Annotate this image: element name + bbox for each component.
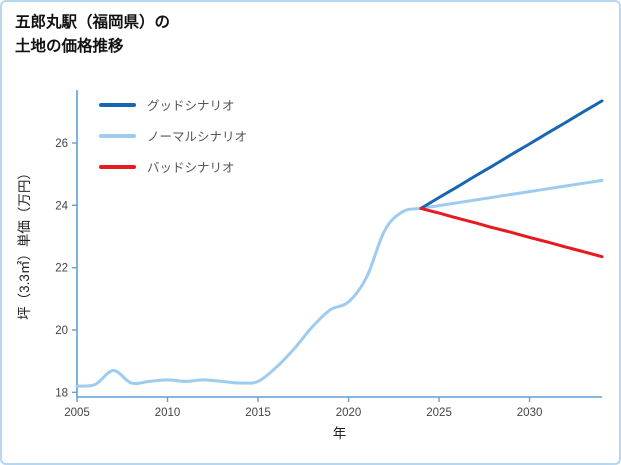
x-tick-label: 2015 (245, 407, 271, 419)
x-tick-label: 2010 (155, 407, 181, 419)
y-tick-label: 24 (55, 200, 68, 212)
x-tick-label: 2020 (336, 407, 362, 419)
series-line-normal (75, 178, 604, 388)
legend: グッドシナリオ ノーマルシナリオ バッドシナリオ (99, 95, 247, 176)
y-tick-label: 26 (55, 138, 68, 150)
x-tick-label: 2030 (517, 407, 543, 419)
page-title: 五郎丸駅（福岡県）の 土地の価格推移 (15, 11, 170, 59)
legend-item-good: グッドシナリオ (99, 95, 247, 114)
y-axis-title: 坪（3.3㎡）単価（万円） (17, 166, 32, 320)
series-line-good (419, 99, 604, 210)
legend-label-normal: ノーマルシナリオ (147, 130, 248, 144)
y-tick-label: 20 (55, 325, 68, 337)
series-line-bad (419, 206, 604, 259)
legend-label-bad: バッドシナリオ (147, 161, 235, 175)
legend-swatch-normal (99, 133, 136, 138)
x-tick-label: 2025 (426, 407, 452, 419)
y-tick-label: 18 (55, 387, 68, 399)
y-tick-label: 22 (55, 263, 68, 275)
page-title-line2: 土地の価格推移 (15, 38, 124, 56)
legend-swatch-good (99, 102, 136, 107)
x-tick-label: 2005 (64, 407, 90, 419)
legend-item-normal: ノーマルシナリオ (99, 126, 247, 145)
legend-swatch-bad (99, 164, 136, 169)
legend-item-bad: バッドシナリオ (99, 157, 247, 176)
page-title-line1: 五郎丸駅（福岡県）の (15, 14, 171, 31)
x-axis-title: 年 (332, 426, 347, 441)
legend-label-good: グッドシナリオ (147, 99, 235, 113)
